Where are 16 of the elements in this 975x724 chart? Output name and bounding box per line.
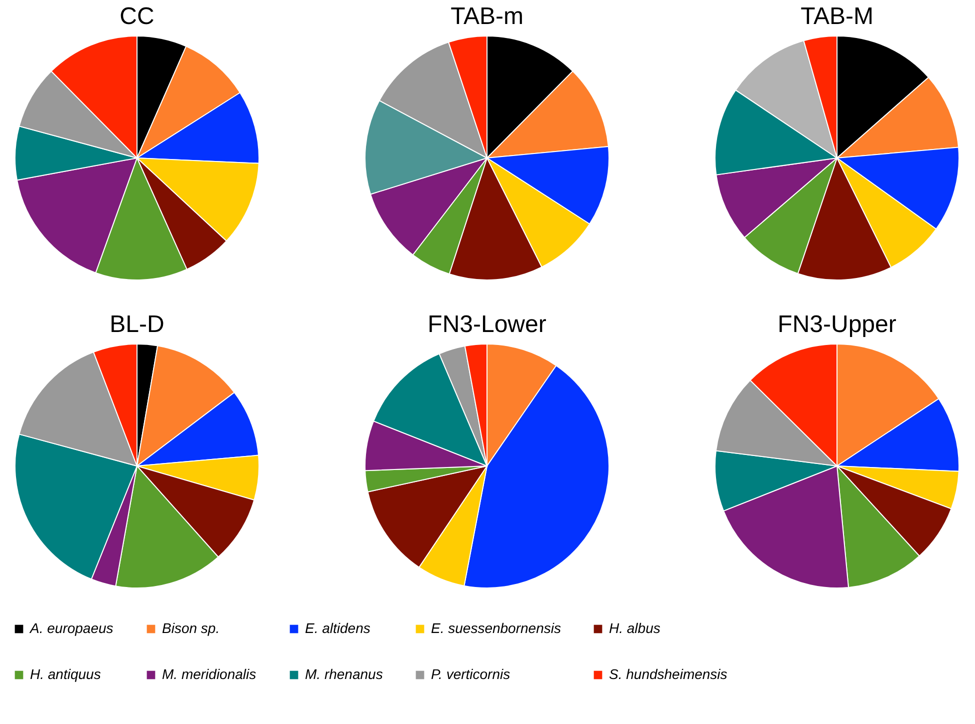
slice-label: FN3-Upper	[778, 311, 896, 338]
legend-label: A. europaeus	[29, 620, 114, 636]
legend-label: P. verticornis	[431, 666, 510, 682]
slice-label: CC	[120, 3, 154, 30]
legend-label: Bison sp.	[162, 620, 220, 636]
legend-label: E. suessenbornensis	[431, 620, 561, 636]
legend-label: M. rhenanus	[305, 666, 383, 682]
legend-label: S. hundsheimensis	[609, 666, 728, 682]
slice-label: TAB-M	[800, 3, 874, 30]
legend-label: H. albus	[609, 620, 660, 636]
legend-label: E. altidens	[305, 620, 370, 636]
slice-label: BL-D	[110, 311, 164, 338]
legend-label: H. antiquus	[30, 666, 101, 682]
slice-label: FN3-Lower	[428, 311, 546, 338]
legend-label: M. meridionalis	[162, 666, 256, 682]
slice-label: TAB-m	[450, 3, 524, 30]
